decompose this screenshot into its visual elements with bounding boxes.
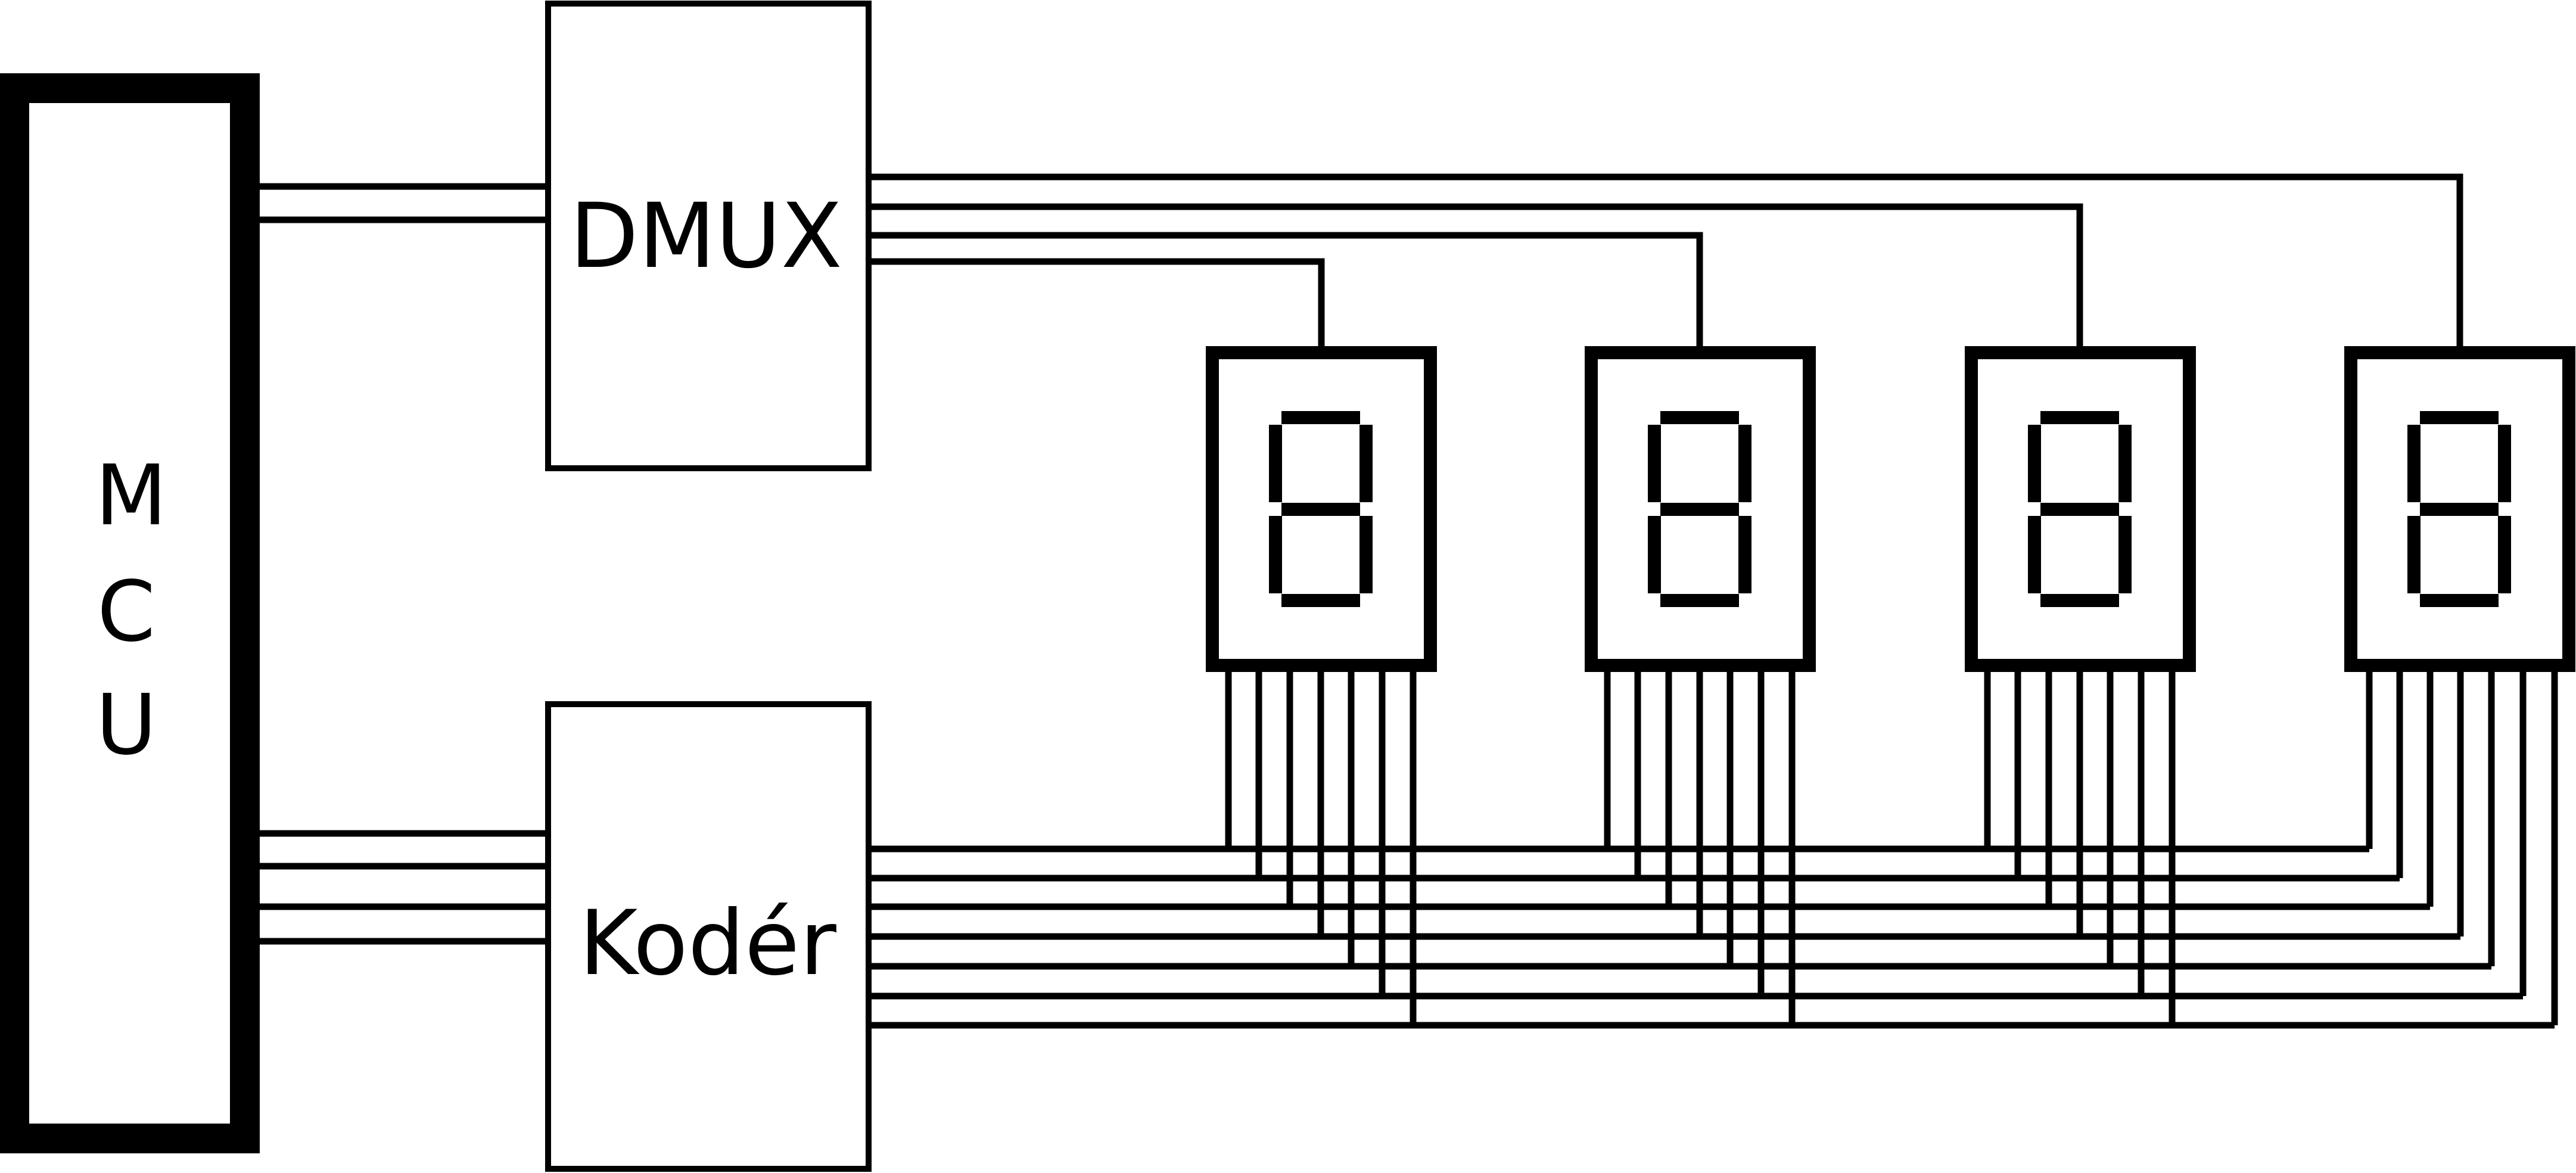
koder-block: Kodér: [545, 701, 872, 1172]
digit-select-wire-1: [869, 258, 1325, 351]
segment-pins: [1604, 672, 1796, 1025]
digit-8-segments: [2407, 411, 2511, 607]
mcu-label-c: C: [97, 564, 155, 661]
dmux-digit-select-wires: [869, 173, 2463, 351]
segment-pins: [1225, 672, 1417, 1025]
segment-bus: [869, 845, 2555, 1029]
digit-select-wire-4: [869, 173, 2463, 351]
digit-select-wire-3: [869, 203, 2083, 351]
digit-8-segments: [1648, 411, 1751, 607]
segment-pins: [2366, 672, 2558, 1025]
display-frame: [1965, 346, 2196, 672]
mcu-to-koder-wires: [260, 830, 548, 945]
seven-segment-display-1: [1206, 346, 1437, 1025]
digit-8-segments: [2028, 411, 2132, 607]
mcu-label-m: M: [95, 447, 167, 545]
seven-segment-display-2: [1585, 346, 1816, 1025]
display-frame: [1585, 346, 1816, 672]
dmux-block: DMUX: [545, 1, 872, 471]
segment-pins: [1984, 672, 2176, 1025]
display-frame: [1206, 346, 1437, 672]
digit-select-wire-2: [869, 232, 1703, 351]
mcu-label-u: U: [96, 677, 157, 774]
seven-segment-display-4: [2344, 346, 2575, 1025]
dmux-label: DMUX: [570, 185, 842, 288]
mcu-box: [0, 73, 260, 1153]
koder-label: Kodér: [579, 892, 836, 995]
seven-segment-display-3: [1965, 346, 2196, 1025]
display-frame: [2344, 346, 2575, 672]
mcu-block: M C U: [0, 73, 260, 1153]
mcu-to-dmux-wires: [260, 183, 548, 223]
digit-8-segments: [1269, 411, 1373, 607]
